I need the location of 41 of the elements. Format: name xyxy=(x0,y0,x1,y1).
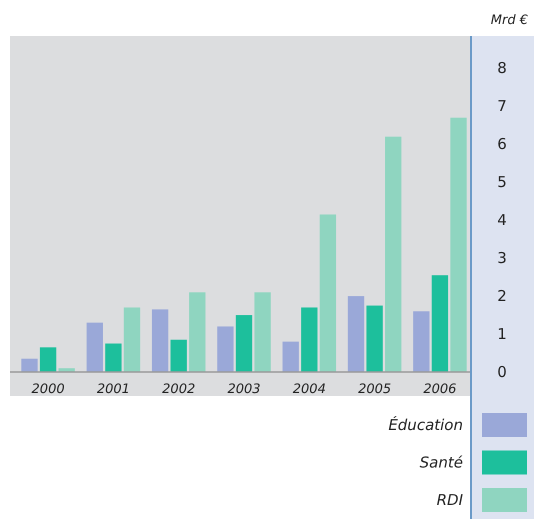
bar xyxy=(348,296,364,372)
bar xyxy=(58,368,75,372)
y-tick-label: 8 xyxy=(497,59,507,78)
x-tick-label: 2006 xyxy=(423,382,456,398)
legend-label: Santé xyxy=(420,454,463,472)
bar xyxy=(413,311,430,372)
bar xyxy=(432,275,448,372)
x-tick-label: 2002 xyxy=(162,382,196,398)
x-tick-label: 2004 xyxy=(292,382,326,398)
bar xyxy=(254,292,271,372)
bar xyxy=(320,214,336,372)
bar xyxy=(217,326,234,372)
bar xyxy=(124,307,140,372)
x-tick-label: 2000 xyxy=(32,382,65,398)
bar xyxy=(170,340,187,372)
y-tick-label: 5 xyxy=(497,173,507,192)
legend-label: RDI xyxy=(436,491,464,509)
bar xyxy=(366,306,383,372)
y-tick-label: 6 xyxy=(497,135,507,154)
bar xyxy=(86,322,103,372)
bar xyxy=(21,358,38,372)
y-axis-title: Mrd € xyxy=(490,13,528,28)
y-tick-label: 3 xyxy=(497,248,507,267)
bar xyxy=(189,292,206,372)
bar xyxy=(236,315,252,372)
x-tick-label: 2005 xyxy=(358,382,392,398)
bar xyxy=(40,347,56,372)
bar xyxy=(282,342,299,372)
bar xyxy=(385,136,402,372)
y-tick-label: 0 xyxy=(497,362,507,381)
y-tick-label: 7 xyxy=(497,97,507,116)
bar xyxy=(450,118,467,372)
bar xyxy=(301,307,318,372)
x-tick-label: 2001 xyxy=(96,382,130,398)
y-tick-label: 4 xyxy=(497,210,507,229)
bar xyxy=(105,344,122,372)
legend-label: Éducation xyxy=(388,416,463,434)
y-tick-label: 1 xyxy=(497,324,507,343)
y-tick-label: 2 xyxy=(497,286,507,305)
bar xyxy=(152,309,168,372)
x-tick-label: 2003 xyxy=(227,382,261,398)
